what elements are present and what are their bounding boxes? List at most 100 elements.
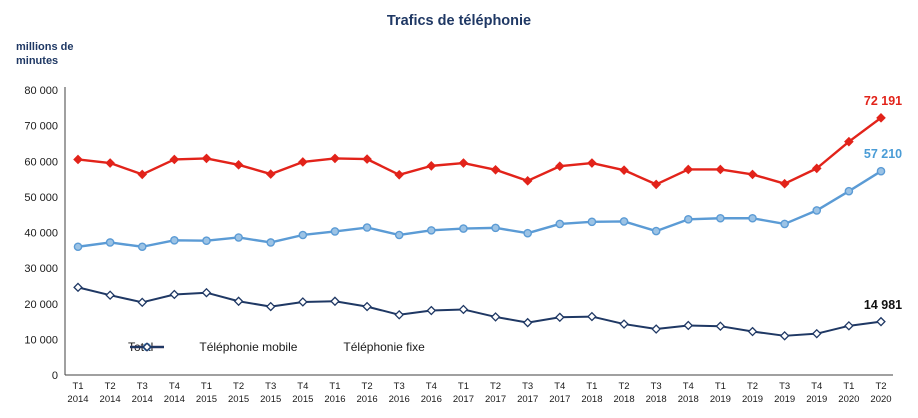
y-axis-unit-label: millions de minutes	[16, 41, 74, 68]
x-tick-quarter: T4	[426, 381, 437, 392]
marker-fixe	[490, 312, 501, 322]
marker-fixe	[137, 297, 148, 308]
x-tick-year: 2019	[710, 394, 731, 405]
x-tick-year: 2017	[485, 394, 506, 405]
chart-title: Trafics de téléphonie	[386, 13, 532, 29]
x-tick-quarter: T2	[747, 381, 758, 392]
marker-mobile	[780, 219, 789, 229]
marker-mobile	[683, 215, 693, 224]
marker-total	[73, 154, 83, 165]
x-tick-quarter: T1	[458, 381, 469, 392]
marker-mobile	[137, 242, 147, 252]
marker-mobile	[73, 242, 83, 252]
marker-mobile	[459, 224, 468, 233]
x-tick-quarter: T4	[169, 381, 180, 392]
marker-total	[844, 136, 854, 147]
marker-mobile	[491, 223, 500, 233]
marker-fixe	[330, 296, 340, 307]
marker-fixe	[779, 330, 790, 341]
marker-total	[362, 154, 372, 164]
x-tick-quarter: T1	[72, 381, 83, 392]
marker-mobile	[555, 219, 565, 229]
marker-mobile	[619, 217, 629, 226]
marker-total	[330, 153, 340, 164]
marker-fixe	[265, 301, 276, 312]
x-tick-quarter: T4	[683, 381, 694, 392]
x-tick-quarter: T1	[329, 381, 340, 392]
x-tick-quarter: T3	[779, 381, 790, 392]
x-tick-year: 2019	[774, 394, 795, 405]
marker-total	[811, 163, 822, 174]
marker-total	[779, 178, 790, 189]
x-tick-quarter: T3	[651, 381, 662, 392]
x-tick-year: 2018	[613, 394, 634, 405]
series-line-mobile	[76, 169, 883, 248]
marker-total	[233, 159, 244, 170]
marker-fixe	[105, 290, 115, 301]
marker-total	[490, 164, 501, 175]
x-tick-quarter: T1	[843, 381, 854, 392]
x-tick-year: 2019	[806, 394, 827, 405]
x-tick-quarter: T2	[362, 381, 373, 392]
marker-mobile	[330, 227, 340, 236]
marker-total	[394, 169, 405, 180]
marker-total	[876, 113, 886, 123]
mobile-end-label: 57 210	[863, 147, 903, 162]
marker-mobile	[202, 236, 211, 245]
marker-total	[298, 157, 308, 167]
marker-fixe	[876, 316, 886, 327]
series-line-fixe	[77, 286, 882, 337]
marker-fixe	[747, 326, 758, 337]
fixe-end-label: 14 981	[863, 297, 903, 312]
x-tick-year: 2016	[421, 394, 442, 405]
x-tick-quarter: T2	[618, 381, 629, 392]
marker-fixe	[458, 304, 469, 315]
marker-fixe	[298, 297, 308, 307]
marker-fixe	[201, 287, 212, 298]
marker-fixe	[587, 311, 597, 322]
x-tick-quarter: T1	[586, 381, 597, 392]
marker-fixe	[683, 320, 694, 331]
x-tick-year: 2014	[67, 394, 88, 405]
y-tick-label: 50 000	[24, 192, 58, 204]
marker-fixe	[715, 321, 726, 332]
marker-mobile	[523, 228, 532, 238]
x-tick-year: 2018	[581, 394, 602, 405]
marker-total	[458, 158, 469, 168]
marker-total	[201, 153, 212, 164]
marker-total	[137, 169, 148, 180]
x-tick-year: 2014	[100, 394, 121, 405]
marker-mobile	[587, 217, 597, 227]
marker-fixe	[73, 282, 83, 293]
marker-mobile	[748, 213, 757, 223]
marker-total	[619, 165, 629, 175]
x-tick-year: 2015	[260, 394, 281, 405]
legend-item-fixe: Téléphonie fixe	[130, 340, 425, 354]
legend: Total Téléphonie mobile Téléphonie fixe	[128, 340, 425, 354]
marker-total	[265, 169, 276, 179]
marker-fixe	[554, 312, 565, 323]
x-tick-year: 2017	[517, 394, 538, 405]
x-tick-quarter: T3	[137, 381, 148, 392]
marker-mobile	[298, 230, 308, 240]
legend-item-mobile: Téléphonie mobile	[130, 340, 298, 354]
y-tick-label: 80 000	[24, 85, 58, 97]
x-tick-year: 2014	[132, 394, 153, 405]
x-tick-year: 2016	[324, 394, 345, 405]
marker-mobile	[394, 230, 404, 240]
marker-mobile	[427, 226, 436, 235]
marker-total	[522, 176, 533, 186]
marker-fixe	[362, 301, 372, 312]
x-tick-year: 2018	[678, 394, 699, 405]
x-tick-year: 2019	[742, 394, 763, 405]
marker-total	[715, 164, 726, 175]
marker-mobile	[812, 206, 822, 215]
total-end-label: 72 191	[863, 93, 903, 108]
fixe-line-icon	[130, 342, 164, 352]
x-tick-quarter: T2	[105, 381, 116, 392]
x-tick-year: 2020	[870, 394, 891, 405]
marker-total	[587, 158, 597, 168]
legend-label-mobile: Téléphonie mobile	[199, 340, 298, 354]
y-tick-label: 0	[52, 370, 58, 382]
